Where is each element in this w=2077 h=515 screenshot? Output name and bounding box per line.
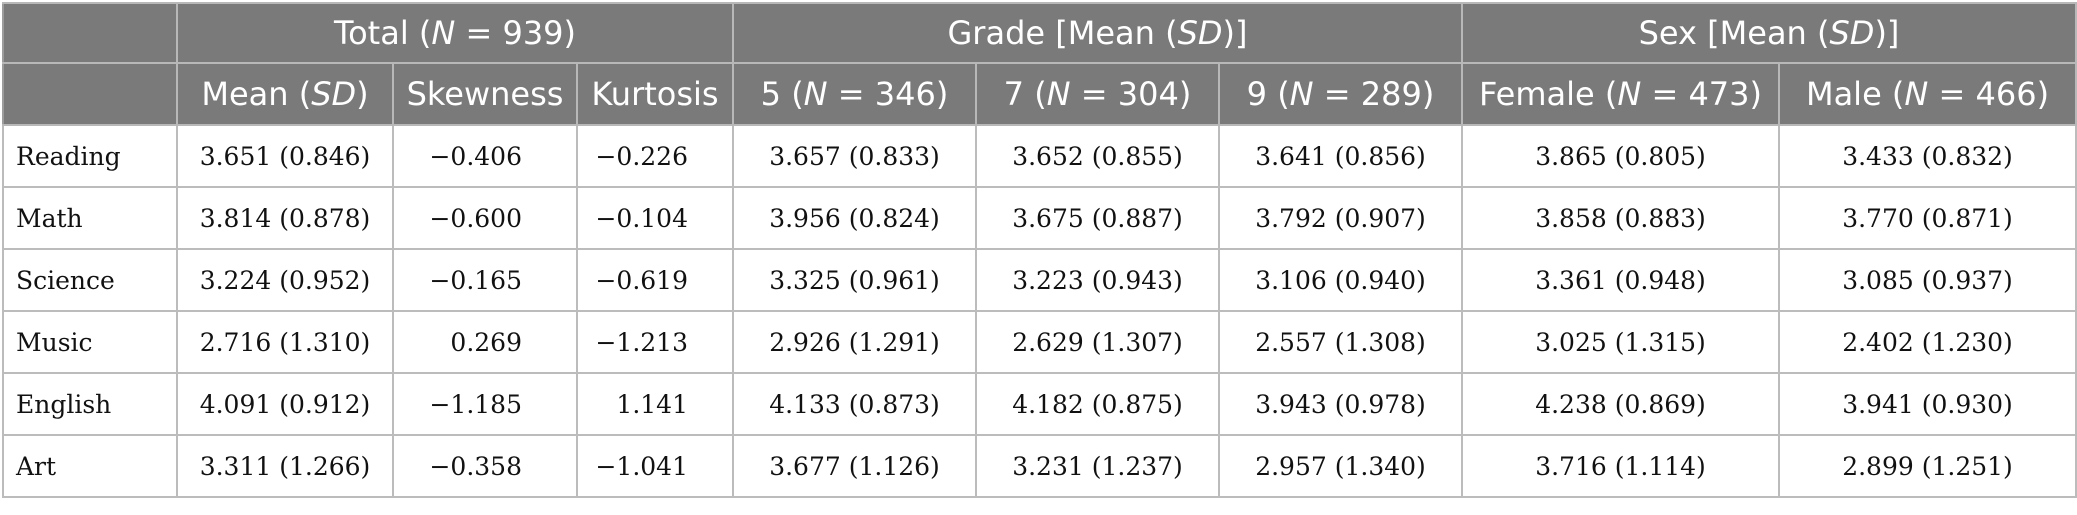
cell-mean-sd: 3.814 (0.878) — [176, 186, 394, 250]
column-header-grade-7: 7 (N = 304) — [975, 62, 1220, 126]
table-row: Math 3.814 (0.878) −0.600 −0.104 3.956 (… — [2, 186, 2077, 250]
table-row: English 4.091 (0.912) −1.185 1.141 4.133… — [2, 372, 2077, 436]
cell-grade-7: 3.231 (1.237) — [975, 434, 1220, 498]
column-header-grade-5: 5 (N = 346) — [732, 62, 977, 126]
cell-mean-sd: 2.716 (1.310) — [176, 310, 394, 374]
row-subject: Music — [2, 310, 178, 374]
cell-female: 4.238 (0.869) — [1461, 372, 1780, 436]
descriptive-statistics-table: Total (N = 939) Grade [Mean (SD)] Sex [M… — [2, 2, 2077, 498]
cell-mean-sd: 3.651 (0.846) — [176, 124, 394, 188]
cell-skewness: −1.185 — [392, 372, 578, 436]
cell-male: 2.402 (1.230) — [1777, 310, 2077, 374]
column-header-kurtosis: Kurtosis — [576, 62, 734, 126]
cell-female: 3.361 (0.948) — [1461, 248, 1780, 312]
cell-mean-sd: 3.224 (0.952) — [176, 248, 394, 312]
header-column-row: Mean (SD) Skewness Kurtosis 5 (N = 346) … — [2, 62, 2077, 126]
header-group-row: Total (N = 939) Grade [Mean (SD)] Sex [M… — [2, 2, 2077, 64]
table-body: Reading 3.651 (0.846) −0.406 −0.226 3.65… — [2, 124, 2077, 498]
cell-grade-5: 3.657 (0.833) — [732, 124, 977, 188]
cell-male: 3.941 (0.930) — [1777, 372, 2077, 436]
cell-skewness: −0.600 — [392, 186, 578, 250]
cell-grade-9: 2.957 (1.340) — [1218, 434, 1463, 498]
cell-grade-5: 4.133 (0.873) — [732, 372, 977, 436]
table-row: Reading 3.651 (0.846) −0.406 −0.226 3.65… — [2, 124, 2077, 188]
column-header-skewness: Skewness — [392, 62, 578, 126]
cell-mean-sd: 3.311 (1.266) — [176, 434, 394, 498]
cell-grade-7: 4.182 (0.875) — [975, 372, 1220, 436]
row-subject: Art — [2, 434, 178, 498]
header-group-grade: Grade [Mean (SD)] — [732, 2, 1463, 64]
cell-grade-9: 3.106 (0.940) — [1218, 248, 1463, 312]
cell-kurtosis: 1.141 — [576, 372, 734, 436]
column-header-female: Female (N = 473) — [1461, 62, 1780, 126]
cell-male: 3.770 (0.871) — [1777, 186, 2077, 250]
header-corner-cell — [2, 62, 178, 126]
cell-female: 3.865 (0.805) — [1461, 124, 1780, 188]
cell-grade-9: 3.641 (0.856) — [1218, 124, 1463, 188]
header-corner-cell — [2, 2, 178, 64]
cell-kurtosis: −0.226 — [576, 124, 734, 188]
column-header-mean-sd: Mean (SD) — [176, 62, 394, 126]
cell-grade-7: 3.223 (0.943) — [975, 248, 1220, 312]
cell-grade-9: 3.943 (0.978) — [1218, 372, 1463, 436]
cell-skewness: 0.269 — [392, 310, 578, 374]
cell-kurtosis: −1.041 — [576, 434, 734, 498]
cell-kurtosis: −0.619 — [576, 248, 734, 312]
cell-grade-7: 3.652 (0.855) — [975, 124, 1220, 188]
cell-grade-5: 3.677 (1.126) — [732, 434, 977, 498]
cell-grade-7: 2.629 (1.307) — [975, 310, 1220, 374]
row-subject: Science — [2, 248, 178, 312]
column-header-grade-9: 9 (N = 289) — [1218, 62, 1463, 126]
cell-kurtosis: −1.213 — [576, 310, 734, 374]
cell-grade-9: 3.792 (0.907) — [1218, 186, 1463, 250]
cell-skewness: −0.165 — [392, 248, 578, 312]
cell-grade-7: 3.675 (0.887) — [975, 186, 1220, 250]
cell-female: 3.716 (1.114) — [1461, 434, 1780, 498]
cell-kurtosis: −0.104 — [576, 186, 734, 250]
table-row: Science 3.224 (0.952) −0.165 −0.619 3.32… — [2, 248, 2077, 312]
table-row: Music 2.716 (1.310) 0.269 −1.213 2.926 (… — [2, 310, 2077, 374]
cell-skewness: −0.358 — [392, 434, 578, 498]
row-subject: English — [2, 372, 178, 436]
cell-female: 3.025 (1.315) — [1461, 310, 1780, 374]
cell-male: 2.899 (1.251) — [1777, 434, 2077, 498]
cell-female: 3.858 (0.883) — [1461, 186, 1780, 250]
cell-grade-5: 3.325 (0.961) — [732, 248, 977, 312]
header-group-sex: Sex [Mean (SD)] — [1460, 2, 2077, 64]
cell-male: 3.433 (0.832) — [1777, 124, 2077, 188]
table-header: Total (N = 939) Grade [Mean (SD)] Sex [M… — [2, 2, 2077, 126]
table-row: Art 3.311 (1.266) −0.358 −1.041 3.677 (1… — [2, 434, 2077, 498]
cell-grade-5: 2.926 (1.291) — [732, 310, 977, 374]
row-subject: Math — [2, 186, 178, 250]
cell-male: 3.085 (0.937) — [1777, 248, 2077, 312]
column-header-male: Male (N = 466) — [1777, 62, 2077, 126]
cell-mean-sd: 4.091 (0.912) — [176, 372, 394, 436]
row-subject: Reading — [2, 124, 178, 188]
cell-grade-5: 3.956 (0.824) — [732, 186, 977, 250]
cell-grade-9: 2.557 (1.308) — [1218, 310, 1463, 374]
cell-skewness: −0.406 — [392, 124, 578, 188]
header-group-total: Total (N = 939) — [176, 2, 734, 64]
